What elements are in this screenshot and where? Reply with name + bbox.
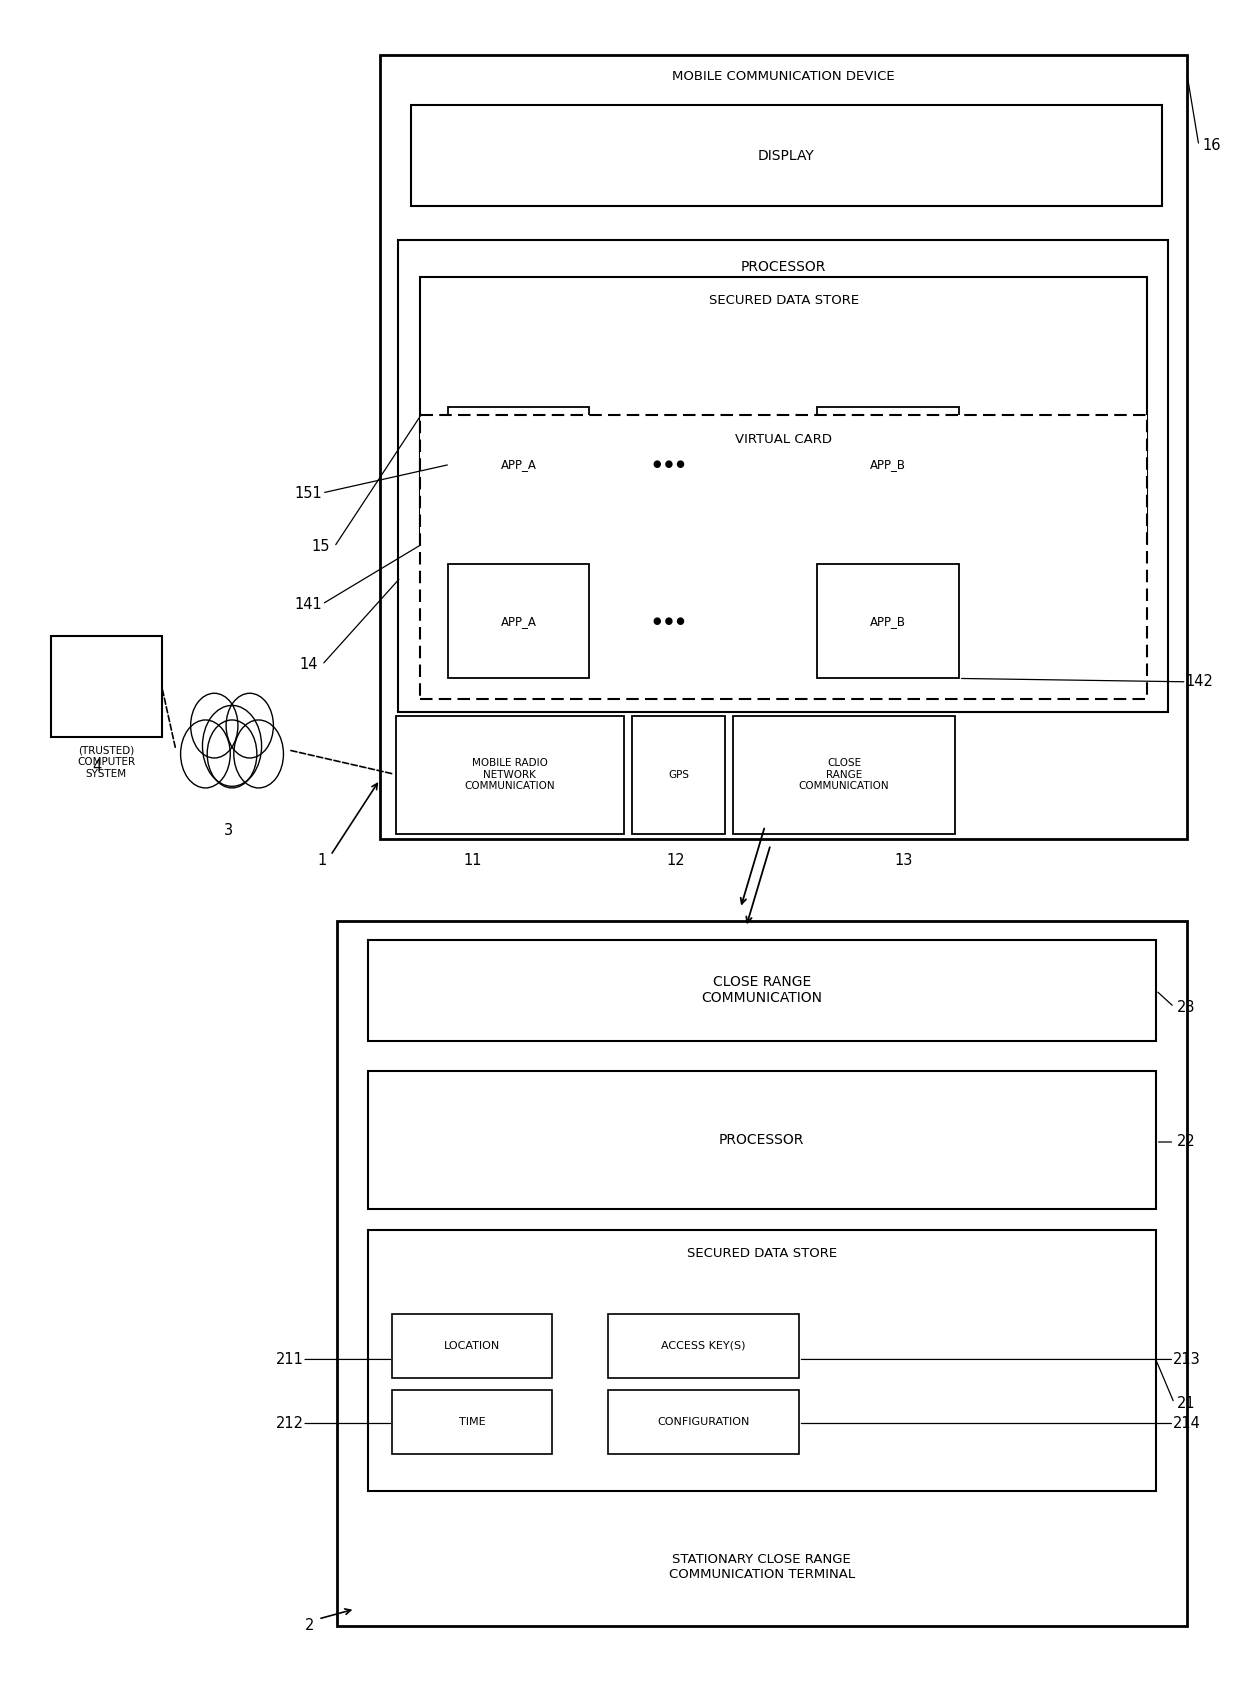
Text: TIME: TIME xyxy=(459,1416,486,1426)
Text: 2: 2 xyxy=(305,1618,314,1633)
Text: (TRUSTED)
COMPUTER
SYSTEM: (TRUSTED) COMPUTER SYSTEM xyxy=(77,745,135,779)
Text: LOCATION: LOCATION xyxy=(444,1342,500,1350)
Text: VIRTUAL CARD: VIRTUAL CARD xyxy=(735,432,832,446)
Text: STATIONARY CLOSE RANGE
COMMUNICATION TERMINAL: STATIONARY CLOSE RANGE COMMUNICATION TER… xyxy=(668,1553,854,1581)
Bar xyxy=(608,1315,799,1377)
Text: SECURED DATA STORE: SECURED DATA STORE xyxy=(687,1247,837,1260)
Circle shape xyxy=(191,693,238,757)
Text: 211: 211 xyxy=(277,1352,304,1367)
Bar xyxy=(51,637,161,737)
Text: DISPLAY: DISPLAY xyxy=(758,149,815,163)
Text: 3: 3 xyxy=(223,823,233,837)
Text: 11: 11 xyxy=(463,854,481,867)
Text: MOBILE RADIO
NETWORK
COMMUNICATION: MOBILE RADIO NETWORK COMMUNICATION xyxy=(465,757,556,791)
Text: CLOSE
RANGE
COMMUNICATION: CLOSE RANGE COMMUNICATION xyxy=(799,757,889,791)
Bar xyxy=(448,407,589,522)
Text: GPS: GPS xyxy=(668,769,689,779)
Text: 12: 12 xyxy=(666,854,684,867)
Text: 22: 22 xyxy=(1177,1135,1195,1150)
Bar xyxy=(448,564,589,678)
Bar xyxy=(367,1071,1156,1210)
Text: 214: 214 xyxy=(1173,1416,1200,1431)
Text: 15: 15 xyxy=(311,539,330,554)
Text: PROCESSOR: PROCESSOR xyxy=(719,1133,805,1147)
Text: 13: 13 xyxy=(894,854,913,867)
Text: APP_A: APP_A xyxy=(501,457,537,471)
Circle shape xyxy=(207,720,257,788)
Text: 213: 213 xyxy=(1173,1352,1200,1367)
Bar xyxy=(410,105,1162,207)
Text: 1: 1 xyxy=(317,854,326,867)
Bar xyxy=(817,564,959,678)
Bar xyxy=(367,1230,1156,1491)
Circle shape xyxy=(181,720,231,788)
Text: ● ● ●: ● ● ● xyxy=(653,617,686,627)
Text: 16: 16 xyxy=(1202,139,1220,152)
Bar xyxy=(420,278,1147,544)
Bar xyxy=(608,1389,799,1453)
Text: CLOSE RANGE
COMMUNICATION: CLOSE RANGE COMMUNICATION xyxy=(701,976,822,1005)
Circle shape xyxy=(226,693,273,757)
Bar xyxy=(733,715,955,833)
Text: ● ● ●: ● ● ● xyxy=(653,459,686,469)
Bar xyxy=(817,407,959,522)
Text: MOBILE COMMUNICATION DEVICE: MOBILE COMMUNICATION DEVICE xyxy=(672,69,894,83)
Text: SECURED DATA STORE: SECURED DATA STORE xyxy=(709,295,859,307)
Bar xyxy=(420,415,1147,698)
Text: 4: 4 xyxy=(92,759,102,774)
Bar xyxy=(367,940,1156,1040)
Text: CONFIGURATION: CONFIGURATION xyxy=(657,1416,749,1426)
Text: APP_A: APP_A xyxy=(501,615,537,627)
Text: 14: 14 xyxy=(299,657,317,673)
Text: 141: 141 xyxy=(295,596,322,612)
Text: APP_B: APP_B xyxy=(870,457,906,471)
Text: APP_B: APP_B xyxy=(870,615,906,627)
Text: 21: 21 xyxy=(1177,1396,1195,1411)
Text: PROCESSOR: PROCESSOR xyxy=(740,261,826,274)
Bar xyxy=(632,715,724,833)
Text: 142: 142 xyxy=(1185,674,1213,689)
Text: 23: 23 xyxy=(1177,999,1195,1015)
Text: ACCESS KEY(S): ACCESS KEY(S) xyxy=(661,1342,745,1350)
Circle shape xyxy=(234,720,284,788)
Bar xyxy=(398,241,1168,711)
Text: 151: 151 xyxy=(295,486,322,500)
Bar xyxy=(379,54,1187,839)
Bar xyxy=(396,715,624,833)
Circle shape xyxy=(202,705,262,786)
Bar xyxy=(337,922,1187,1626)
Bar xyxy=(392,1389,552,1453)
Bar xyxy=(392,1315,552,1377)
Text: 212: 212 xyxy=(277,1416,304,1431)
